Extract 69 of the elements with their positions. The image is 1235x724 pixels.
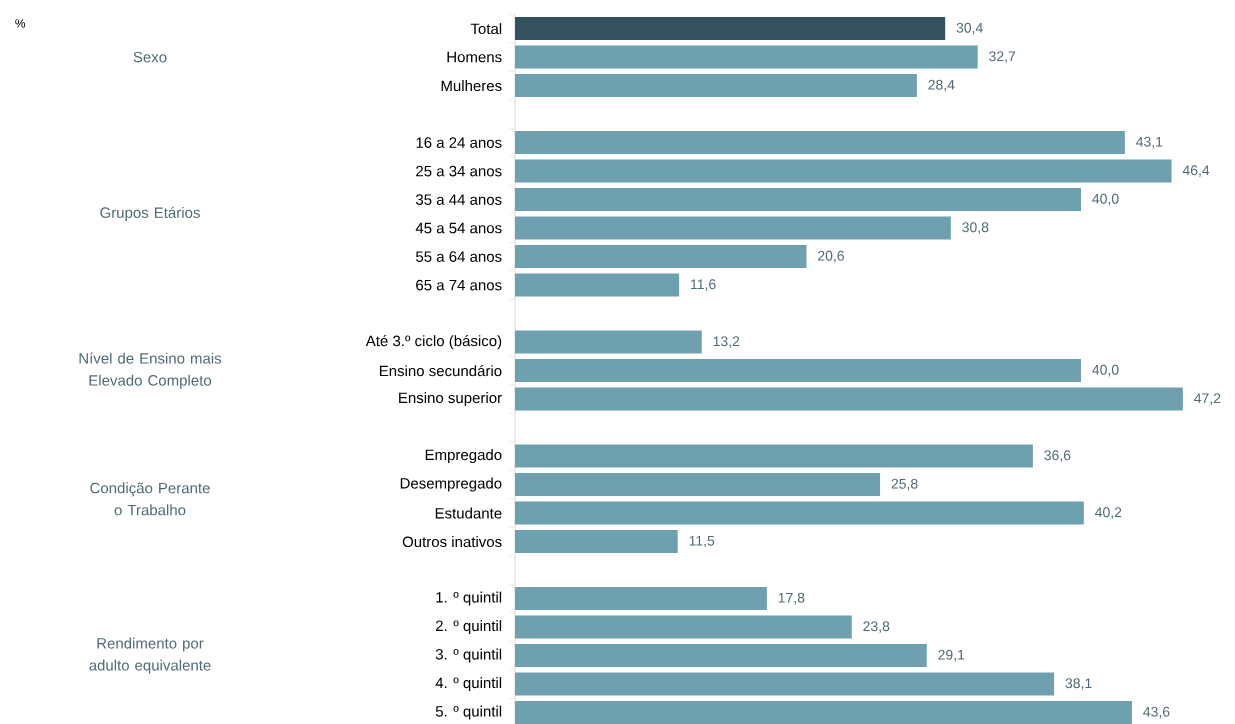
bar (515, 501, 1084, 525)
bar (515, 672, 1055, 696)
data-label: 30,4 (956, 22, 983, 35)
data-label: 20,6 (818, 250, 844, 263)
data-label: 30,8 (962, 222, 989, 234)
data-label: 38,1 (1065, 678, 1092, 690)
text: Nível de Ensino mais Elevado Completo (79, 352, 222, 389)
data-label: 32,7 (989, 51, 1016, 63)
bar (515, 701, 1132, 724)
text: Rendimento por adulto equivalente (89, 637, 211, 674)
bar (515, 330, 702, 354)
y-tick-label: Outros inativos (402, 536, 502, 548)
data-label: 40,0 (1092, 193, 1119, 206)
text: Grupos Etários (100, 206, 200, 221)
bar (515, 359, 1081, 383)
y-tick-label: Estudante (435, 507, 502, 519)
y-tick-label: 65 a 74 anos (416, 279, 502, 291)
bar (515, 473, 881, 497)
y-tick-label: 35 a 44 anos (415, 194, 502, 205)
bar (515, 615, 852, 639)
y-tick-label: Ensino secundário (379, 365, 502, 377)
y-tick-label: 55 a 64 anos (415, 251, 502, 262)
bar (515, 216, 951, 240)
bar (515, 644, 927, 668)
text: Condição Perante o Trabalho (90, 482, 210, 516)
data-label: 40,2 (1095, 507, 1122, 519)
data-label: 25,8 (891, 478, 918, 491)
y-tick-label: 4. º quintil (435, 677, 502, 692)
bar (515, 245, 807, 269)
bar (515, 444, 1033, 468)
data-label: 47,2 (1194, 393, 1221, 405)
data-label: 17,8 (778, 592, 805, 605)
data-label: 40,0 (1092, 364, 1119, 377)
y-tick-label: Total (470, 23, 502, 35)
text: Sexo (133, 51, 167, 63)
y-tick-label: Até 3.º ciclo (básico) (365, 335, 502, 350)
data-label: 29,1 (938, 649, 965, 662)
y-tick-label: 1. º quintil (436, 591, 502, 606)
y-tick-label: Desempregado (400, 477, 502, 492)
data-label: 36,6 (1044, 450, 1071, 462)
bar (515, 387, 1183, 411)
data-label: 13,2 (713, 336, 740, 348)
data-label: 46,4 (1182, 165, 1210, 177)
bar (515, 159, 1172, 183)
bar (515, 273, 680, 297)
bar (515, 530, 678, 554)
y-tick-label: Ensino superior (399, 392, 502, 407)
y-tick-label: 3. º quintil (435, 648, 502, 663)
data-label: 43,6 (1143, 706, 1170, 719)
y-tick-label: Homens (447, 51, 502, 63)
y-tick-label: 5. º quintil (435, 705, 502, 720)
data-label: 11,5 (689, 535, 715, 548)
bar (515, 17, 946, 41)
y-tick-label: 2. º quintil (435, 620, 502, 635)
y-tick-label: 16 a 24 anos (416, 137, 502, 148)
data-label: 23,8 (863, 621, 890, 633)
bar (515, 188, 1081, 212)
bar (515, 131, 1125, 155)
y-tick-label: 25 a 34 anos (416, 165, 502, 177)
data-label: 43,1 (1136, 136, 1163, 149)
data-label: 28,4 (928, 79, 955, 92)
bar (515, 74, 917, 98)
bar (515, 45, 978, 69)
y-tick-label: Empregado (425, 449, 502, 464)
text: % (15, 19, 26, 28)
bar (515, 587, 767, 611)
y-tick-label: Mulheres (441, 80, 502, 92)
data-label: 11,6 (691, 279, 716, 291)
y-tick-label: 45 a 54 anos (415, 222, 502, 234)
